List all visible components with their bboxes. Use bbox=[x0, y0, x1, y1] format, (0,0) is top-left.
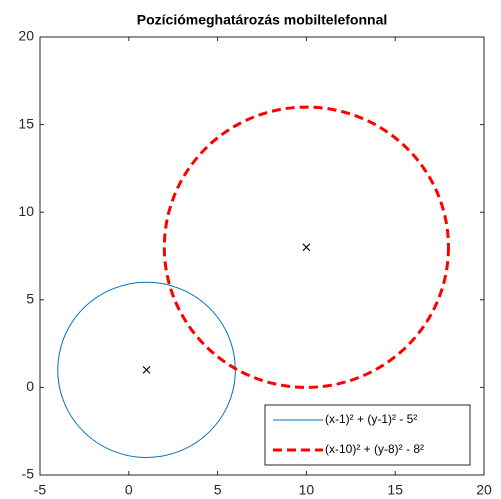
y-tick-label: 15 bbox=[18, 115, 34, 131]
legend-label: (x-10)² + (y-8)² - 8² bbox=[325, 442, 424, 456]
y-tick-label: -5 bbox=[22, 466, 35, 482]
x-tick-label: 15 bbox=[387, 482, 403, 498]
x-tick-label: -5 bbox=[34, 482, 47, 498]
x-tick-label: 5 bbox=[214, 482, 222, 498]
chart-title: Pozíciómeghatározás mobiltelefonnal bbox=[137, 12, 388, 28]
y-tick-label: 10 bbox=[18, 203, 34, 219]
x-tick-label: 10 bbox=[299, 482, 315, 498]
legend-label: (x-1)² + (y-1)² - 5² bbox=[325, 412, 417, 426]
center-marker bbox=[302, 243, 311, 252]
legend-box bbox=[264, 404, 471, 466]
center-marker bbox=[142, 365, 151, 374]
x-tick-label: 20 bbox=[476, 482, 492, 498]
axes-box bbox=[39, 36, 485, 476]
circle bbox=[162, 105, 450, 389]
x-tick-label: 0 bbox=[125, 482, 133, 498]
y-tick-label: 20 bbox=[18, 28, 34, 44]
y-tick-label: 5 bbox=[26, 291, 34, 307]
y-tick-label: 0 bbox=[26, 378, 34, 394]
